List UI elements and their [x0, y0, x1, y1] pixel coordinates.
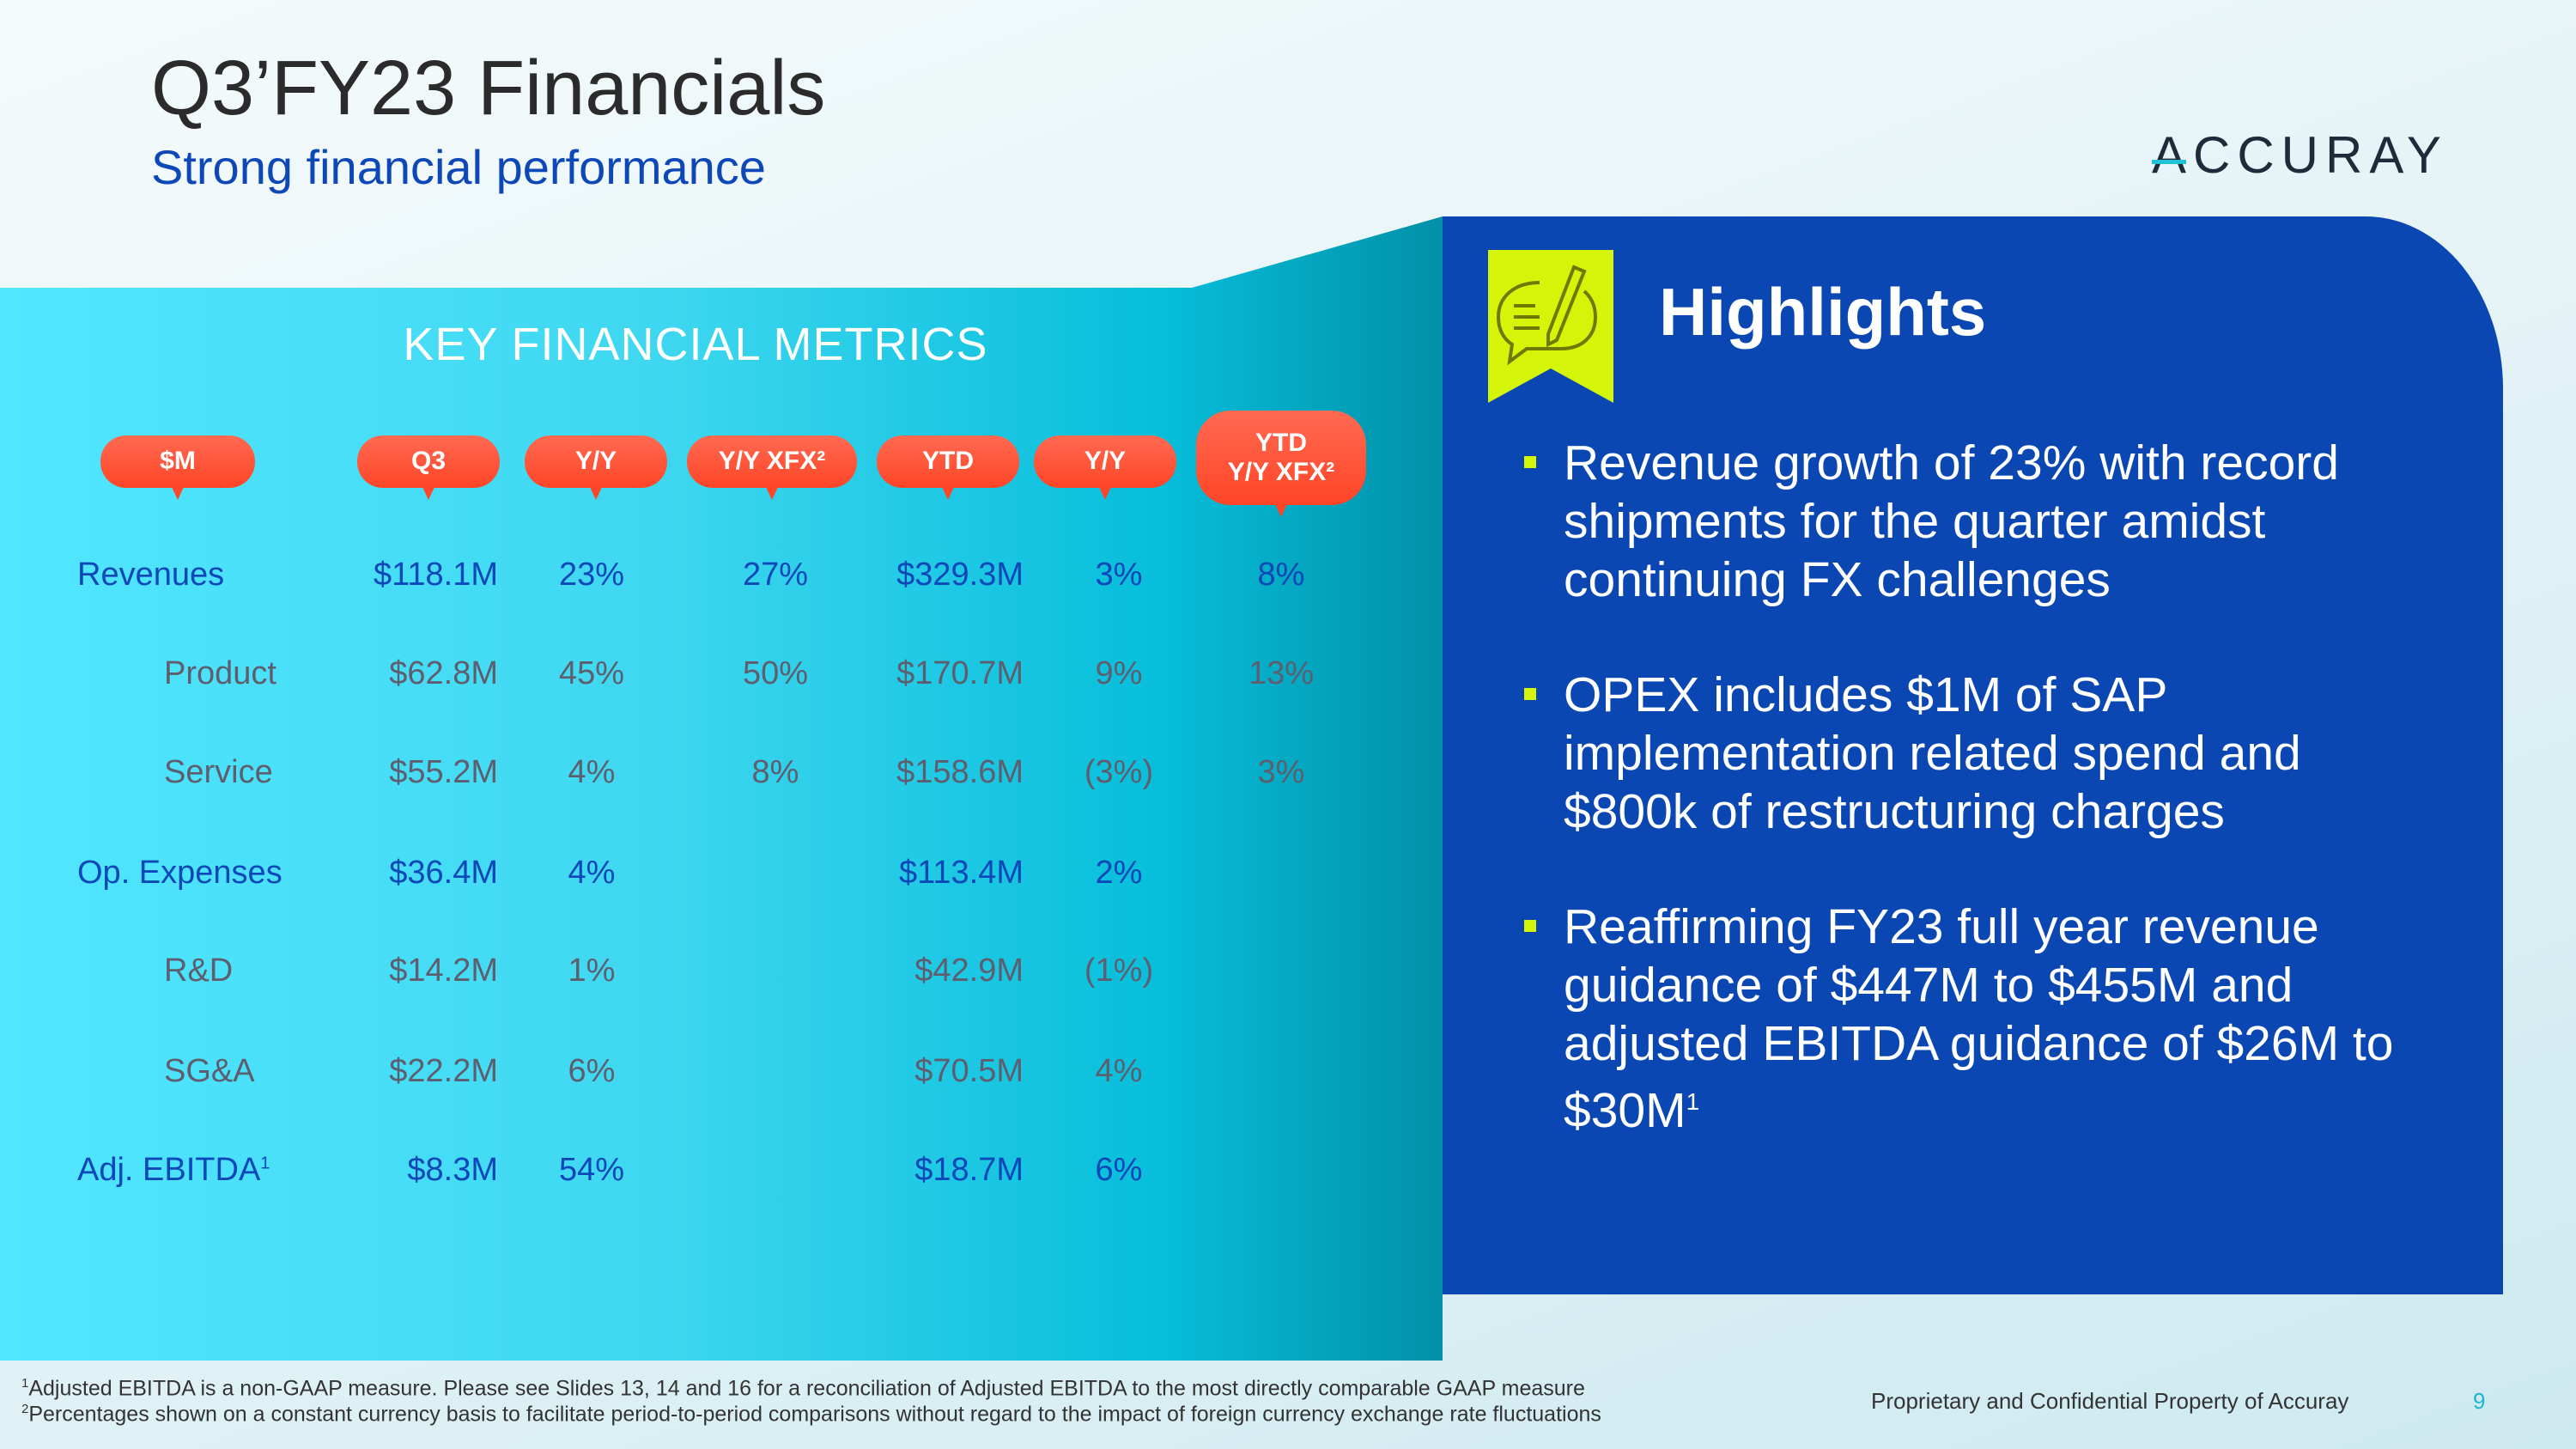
cell-ytd-yy: 9%	[1095, 655, 1143, 691]
cell-q3: $118.1M	[373, 557, 498, 593]
row-label: SG&A	[164, 1053, 255, 1089]
cell-ytd-yy: 3%	[1095, 557, 1143, 593]
column-header-yy: Y/Y	[525, 435, 667, 500]
cell-ytd-yy: 6%	[1095, 1152, 1143, 1188]
highlight-text: OPEX includes $1M of SAP implementation …	[1564, 667, 2301, 839]
metrics-panel	[0, 216, 1443, 1361]
cell-ytd: $42.9M	[914, 953, 1024, 989]
footnote-ref: 1	[260, 1154, 270, 1173]
cell-ytd-xfx: 3%	[1257, 754, 1305, 790]
column-header-ytd-yy: Y/Y	[1034, 435, 1176, 500]
row-label: Op. Expenses	[77, 855, 283, 891]
cell-yy: 1%	[568, 953, 616, 989]
footnote-text: Percentages shown on a constant currency…	[28, 1402, 1601, 1427]
cell-ytd-yy: (3%)	[1084, 754, 1154, 790]
cell-yy: 23%	[558, 557, 625, 593]
cell-ytd-yy: (1%)	[1084, 953, 1154, 989]
table-row-adj-ebitda: Adj. EBITDA1 $8.3M 54% $18.7M 6%	[0, 1152, 1417, 1195]
row-label: Service	[164, 754, 273, 790]
proprietary-notice: Proprietary and Confidential Property of…	[1871, 1388, 2349, 1414]
cell-xfx: 27%	[742, 557, 809, 593]
column-header-q3: Q3	[357, 435, 500, 500]
page-subtitle: Strong financial performance	[151, 140, 766, 194]
table-row-service: Service $55.2M 4% 8% $158.6M (3%) 3%	[0, 754, 1417, 797]
cell-yy: 6%	[568, 1053, 616, 1089]
cell-q3: $55.2M	[389, 754, 498, 790]
highlights-title: Highlights	[1659, 274, 1987, 350]
table-row-sga: SG&A $22.2M 6% $70.5M 4%	[0, 1053, 1417, 1096]
cell-ytd-yy: 4%	[1095, 1053, 1143, 1089]
cell-xfx: 8%	[751, 754, 799, 790]
highlight-item: Reaffirming FY23 full year revenue guida…	[1524, 898, 2434, 1140]
cell-q3: $22.2M	[389, 1053, 498, 1089]
highlight-item: Revenue growth of 23% with record shipme…	[1524, 434, 2434, 609]
column-header-ytd: YTD	[877, 435, 1019, 500]
cell-q3: $36.4M	[389, 855, 498, 891]
row-label: Product	[164, 655, 276, 691]
cell-yy: 45%	[558, 655, 625, 691]
column-header-yy-xfx: Y/Y XFX²	[687, 435, 857, 500]
cell-ytd-yy: 2%	[1095, 855, 1143, 891]
cell-ytd: $329.3M	[896, 557, 1024, 593]
page-title: Q3’FY23 Financials	[151, 46, 826, 131]
cell-q3: $14.2M	[389, 953, 498, 989]
bullet-icon	[1524, 920, 1536, 932]
column-header-line1: YTD	[1255, 428, 1307, 457]
bullet-icon	[1524, 456, 1536, 468]
footnote-ref: 1	[1686, 1088, 1700, 1115]
row-label: R&D	[164, 953, 234, 989]
column-header-line2: Y/Y XFX²	[1227, 458, 1335, 486]
cell-q3: $8.3M	[407, 1152, 498, 1188]
table-row-op-expenses: Op. Expenses $36.4M 4% $113.4M 2%	[0, 855, 1417, 898]
cell-q3: $62.8M	[389, 655, 498, 691]
table-row-rnd: R&D $14.2M 1% $42.9M (1%)	[0, 953, 1417, 995]
cell-ytd: $113.4M	[898, 855, 1024, 891]
table-row-revenues: Revenues $118.1M 23% 27% $329.3M 3% 8%	[0, 557, 1417, 600]
cell-yy: 4%	[568, 754, 616, 790]
cell-ytd: $170.7M	[896, 655, 1024, 691]
footnote-number: 1	[21, 1376, 29, 1391]
highlight-text: Revenue growth of 23% with record shipme…	[1564, 435, 2339, 607]
footnote-1: 1Adjusted EBITDA is a non-GAAP measure. …	[21, 1376, 1585, 1401]
row-label: Adj. EBITDA1	[77, 1152, 270, 1189]
cell-xfx: 50%	[742, 655, 809, 691]
column-header-ytd-yy-xfx: YTD Y/Y XFX²	[1196, 411, 1366, 517]
footnote-text: Adjusted EBITDA is a non-GAAP measure. P…	[28, 1376, 1585, 1401]
row-label: Revenues	[77, 557, 225, 593]
cell-yy: 54%	[558, 1152, 625, 1188]
bullet-icon	[1524, 688, 1536, 700]
column-header-unit: $M	[100, 435, 255, 500]
metrics-heading: KEY FINANCIAL METRICS	[403, 319, 988, 370]
cell-ytd-xfx: 13%	[1248, 655, 1315, 691]
cell-ytd: $18.7M	[914, 1152, 1024, 1188]
footnote-2: 2Percentages shown on a constant currenc…	[21, 1402, 1601, 1427]
row-label-text: Adj. EBITDA	[77, 1152, 261, 1188]
footnote-number: 2	[21, 1402, 29, 1416]
logo-accent	[2152, 160, 2186, 164]
highlight-text: Reaffirming FY23 full year revenue guida…	[1564, 899, 2394, 1138]
cell-ytd: $70.5M	[914, 1053, 1024, 1089]
cell-yy: 4%	[568, 855, 616, 891]
cell-ytd-xfx: 8%	[1257, 557, 1305, 593]
cell-ytd: $158.6M	[896, 754, 1024, 790]
page-number: 9	[2473, 1388, 2486, 1414]
accuray-logo: ACCURAY	[2152, 126, 2448, 184]
table-row-product: Product $62.8M 45% 50% $170.7M 9% 13%	[0, 655, 1417, 698]
speech-bubble-pencil-icon	[1488, 250, 1613, 403]
highlight-item: OPEX includes $1M of SAP implementation …	[1524, 666, 2434, 841]
highlights-panel	[1443, 216, 2503, 1294]
